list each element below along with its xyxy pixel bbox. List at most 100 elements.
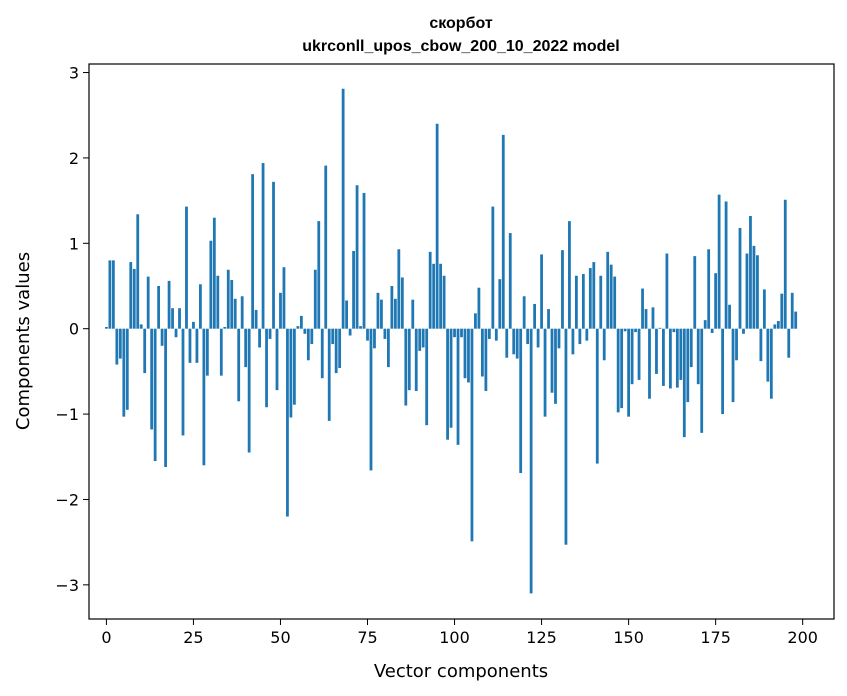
bar-105 (470, 328, 474, 542)
bar-172 (703, 320, 707, 329)
bar-145 (609, 264, 613, 329)
bar-121 (526, 328, 530, 345)
bar-196 (787, 328, 791, 358)
bar-20 (174, 328, 178, 338)
bar-76 (369, 328, 373, 471)
bar-101 (456, 328, 460, 445)
x-axis-ticks: 0 25 50 75 100 125 150 175 200 (101, 619, 818, 647)
bar-108 (481, 328, 484, 377)
bar-171 (700, 328, 704, 433)
bar-110 (487, 328, 491, 339)
bar-106 (474, 313, 477, 329)
x-tick-label: 125 (526, 628, 557, 647)
bar-45 (261, 163, 265, 329)
bar-118 (515, 328, 519, 359)
bar-52 (286, 328, 289, 517)
bar-140 (592, 262, 596, 329)
bar-75 (366, 328, 369, 341)
bar-116 (508, 233, 512, 329)
bar-88 (411, 299, 415, 329)
bar-107 (477, 287, 481, 329)
bar-62 (320, 328, 324, 379)
y-tick-label: −1 (55, 405, 79, 424)
bar-142 (599, 275, 603, 329)
bar-14 (153, 328, 157, 462)
bar-84 (397, 249, 401, 329)
bar-26 (195, 328, 199, 363)
bar-89 (414, 328, 418, 392)
bar-164 (675, 328, 679, 388)
bar-77 (373, 328, 376, 349)
bar-21 (178, 308, 181, 329)
bar-165 (679, 328, 683, 380)
bar-139 (588, 268, 592, 329)
bar-127 (547, 309, 550, 329)
bar-181 (735, 328, 738, 361)
bar-102 (460, 328, 463, 338)
bar-195 (783, 199, 787, 329)
bar-191 (769, 328, 773, 399)
bar-133 (568, 221, 571, 329)
y-tick-label: 0 (69, 320, 79, 339)
bar-82 (390, 286, 394, 329)
bar-188 (759, 328, 763, 362)
bar-69 (345, 300, 349, 329)
bar-117 (512, 328, 516, 355)
bar-28 (202, 328, 206, 466)
bar-158 (655, 328, 658, 374)
x-tick-label: 175 (700, 628, 731, 647)
bar-19 (171, 308, 174, 329)
bar-25 (192, 321, 195, 329)
bar-65 (331, 328, 335, 345)
x-tick-label: 50 (270, 628, 290, 647)
bar-49 (275, 328, 279, 391)
bar-147 (616, 328, 620, 413)
bar-80 (383, 328, 387, 339)
bar-98 (446, 328, 449, 440)
bar-146 (613, 276, 617, 329)
bar-81 (387, 328, 390, 368)
y-axis-label: Components values (13, 252, 34, 430)
chart-subtitle: ukrconll_upos_cbow_200_10_2022 model (302, 38, 619, 55)
bar-53 (289, 328, 293, 418)
bar-67 (338, 328, 342, 368)
bars-group (105, 88, 798, 594)
bar-186 (752, 245, 756, 329)
bar-134 (571, 328, 575, 355)
bar-33 (219, 328, 223, 376)
bar-115 (505, 328, 509, 358)
bar-179 (728, 304, 731, 329)
bar-166 (682, 328, 686, 438)
bar-72 (355, 185, 359, 329)
bar-125 (540, 254, 543, 329)
bar-36 (230, 280, 234, 329)
bar-122 (529, 328, 533, 594)
bar-40 (244, 328, 248, 368)
bar-99 (449, 328, 453, 428)
bar-32 (216, 275, 220, 329)
bar-130 (557, 328, 561, 349)
bar-112 (494, 328, 498, 341)
bar-50 (279, 292, 282, 329)
bar-129 (554, 328, 557, 404)
bar-47 (268, 328, 272, 339)
bar-113 (498, 279, 502, 329)
bar-2 (111, 260, 115, 329)
bar-24 (188, 328, 192, 363)
bar-42 (251, 174, 255, 329)
bar-144 (606, 251, 610, 329)
bar-175 (714, 273, 718, 329)
bar-15 (157, 286, 161, 329)
bar-68 (341, 88, 345, 329)
bar-27 (199, 284, 202, 329)
bar-104 (467, 328, 470, 383)
bar-160 (662, 328, 665, 386)
bar-162 (668, 328, 672, 389)
bar-123 (533, 303, 536, 329)
bar-148 (620, 328, 624, 409)
bar-168 (689, 328, 693, 368)
bar-61 (317, 221, 321, 329)
bar-7 (129, 262, 133, 329)
bar-13 (150, 328, 154, 430)
